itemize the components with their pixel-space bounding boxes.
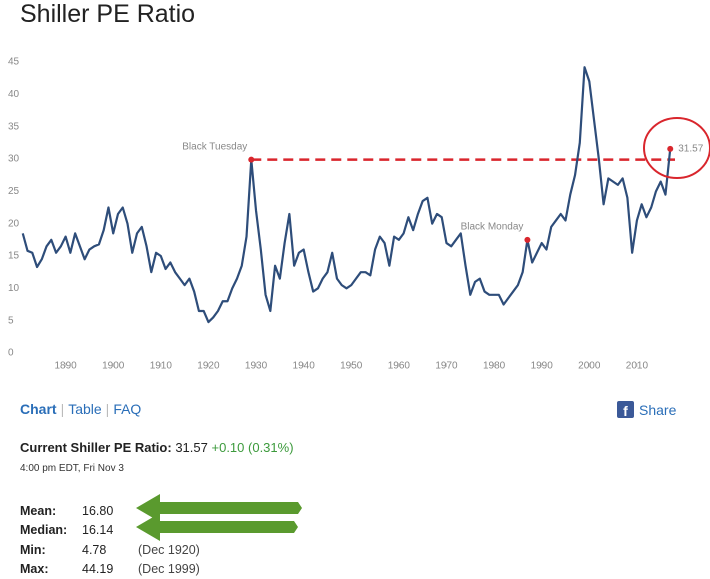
stat-label: Median: [20, 521, 82, 541]
y-tick-label: 15 [8, 251, 20, 262]
annotation-label: Black Monday [461, 221, 524, 232]
y-tick-label: 0 [8, 348, 14, 359]
y-tick-label: 25 [8, 186, 20, 197]
stat-date [138, 521, 200, 541]
current-time: 4:00 pm EDT, Fri Nov 3 [20, 463, 124, 474]
x-tick-label: 1890 [54, 361, 77, 372]
stat-row: Min:4.78(Dec 1920) [20, 540, 200, 560]
stat-label: Max: [20, 560, 82, 579]
stat-row: Mean:16.80 [20, 501, 200, 521]
stat-row: Median:16.14 [20, 521, 200, 541]
annotation-dot [248, 157, 254, 163]
stat-row: Max:44.19(Dec 1999) [20, 560, 200, 579]
y-tick-label: 10 [8, 283, 20, 294]
x-tick-label: 1950 [340, 361, 363, 372]
annotation-dot [524, 237, 530, 243]
annotation-label: 31.57 [678, 143, 703, 154]
stat-value: 16.80 [82, 501, 138, 521]
x-tick-label: 1930 [245, 361, 268, 372]
stat-date: (Dec 1999) [138, 560, 200, 579]
x-tick-label: 1980 [483, 361, 506, 372]
x-tick-label: 1960 [388, 361, 411, 372]
facebook-icon: f [617, 401, 634, 418]
x-tick-label: 1910 [150, 361, 173, 372]
annotation-label: Black Tuesday [182, 141, 247, 152]
current-ratio: Current Shiller PE Ratio: 31.57 +0.10 (0… [20, 440, 294, 455]
current-change: +0.10 (0.31%) [212, 440, 294, 455]
x-tick-label: 1940 [293, 361, 316, 372]
y-tick-label: 35 [8, 121, 20, 132]
nav-chart[interactable]: Chart [20, 401, 57, 417]
y-tick-label: 45 [8, 57, 20, 68]
stat-label: Mean: [20, 501, 82, 521]
stat-value: 4.78 [82, 540, 138, 560]
x-tick-label: 2000 [578, 361, 601, 372]
nav-faq[interactable]: FAQ [113, 401, 141, 417]
y-tick-label: 30 [8, 154, 20, 165]
x-tick-label: 1990 [531, 361, 554, 372]
y-tick-label: 5 [8, 315, 14, 326]
stat-date: (Dec 1920) [138, 540, 200, 560]
x-tick-label: 1920 [197, 361, 220, 372]
stat-value: 16.14 [82, 521, 138, 541]
share-label: Share [639, 402, 676, 418]
x-tick-label: 1970 [435, 361, 458, 372]
y-tick-label: 40 [8, 89, 20, 100]
share[interactable]: f Share [617, 401, 676, 418]
current-label: Current Shiller PE Ratio: [20, 440, 172, 455]
data-line [23, 67, 670, 322]
nav: Chart|Table|FAQ [20, 401, 141, 417]
nav-table[interactable]: Table [68, 401, 101, 417]
chart: 0 5 10 15 20 25 30 35 40 45 1890 1900 1910 1920 1930 19… [0, 0, 710, 380]
stat-label: Min: [20, 540, 82, 560]
stat-value: 44.19 [82, 560, 138, 579]
x-tick-label: 1900 [102, 361, 125, 372]
y-tick-label: 20 [8, 218, 20, 229]
x-tick-label: 2010 [626, 361, 649, 372]
annotation-dot [667, 146, 673, 152]
stat-date [138, 501, 200, 521]
current-value: 31.57 [175, 440, 208, 455]
